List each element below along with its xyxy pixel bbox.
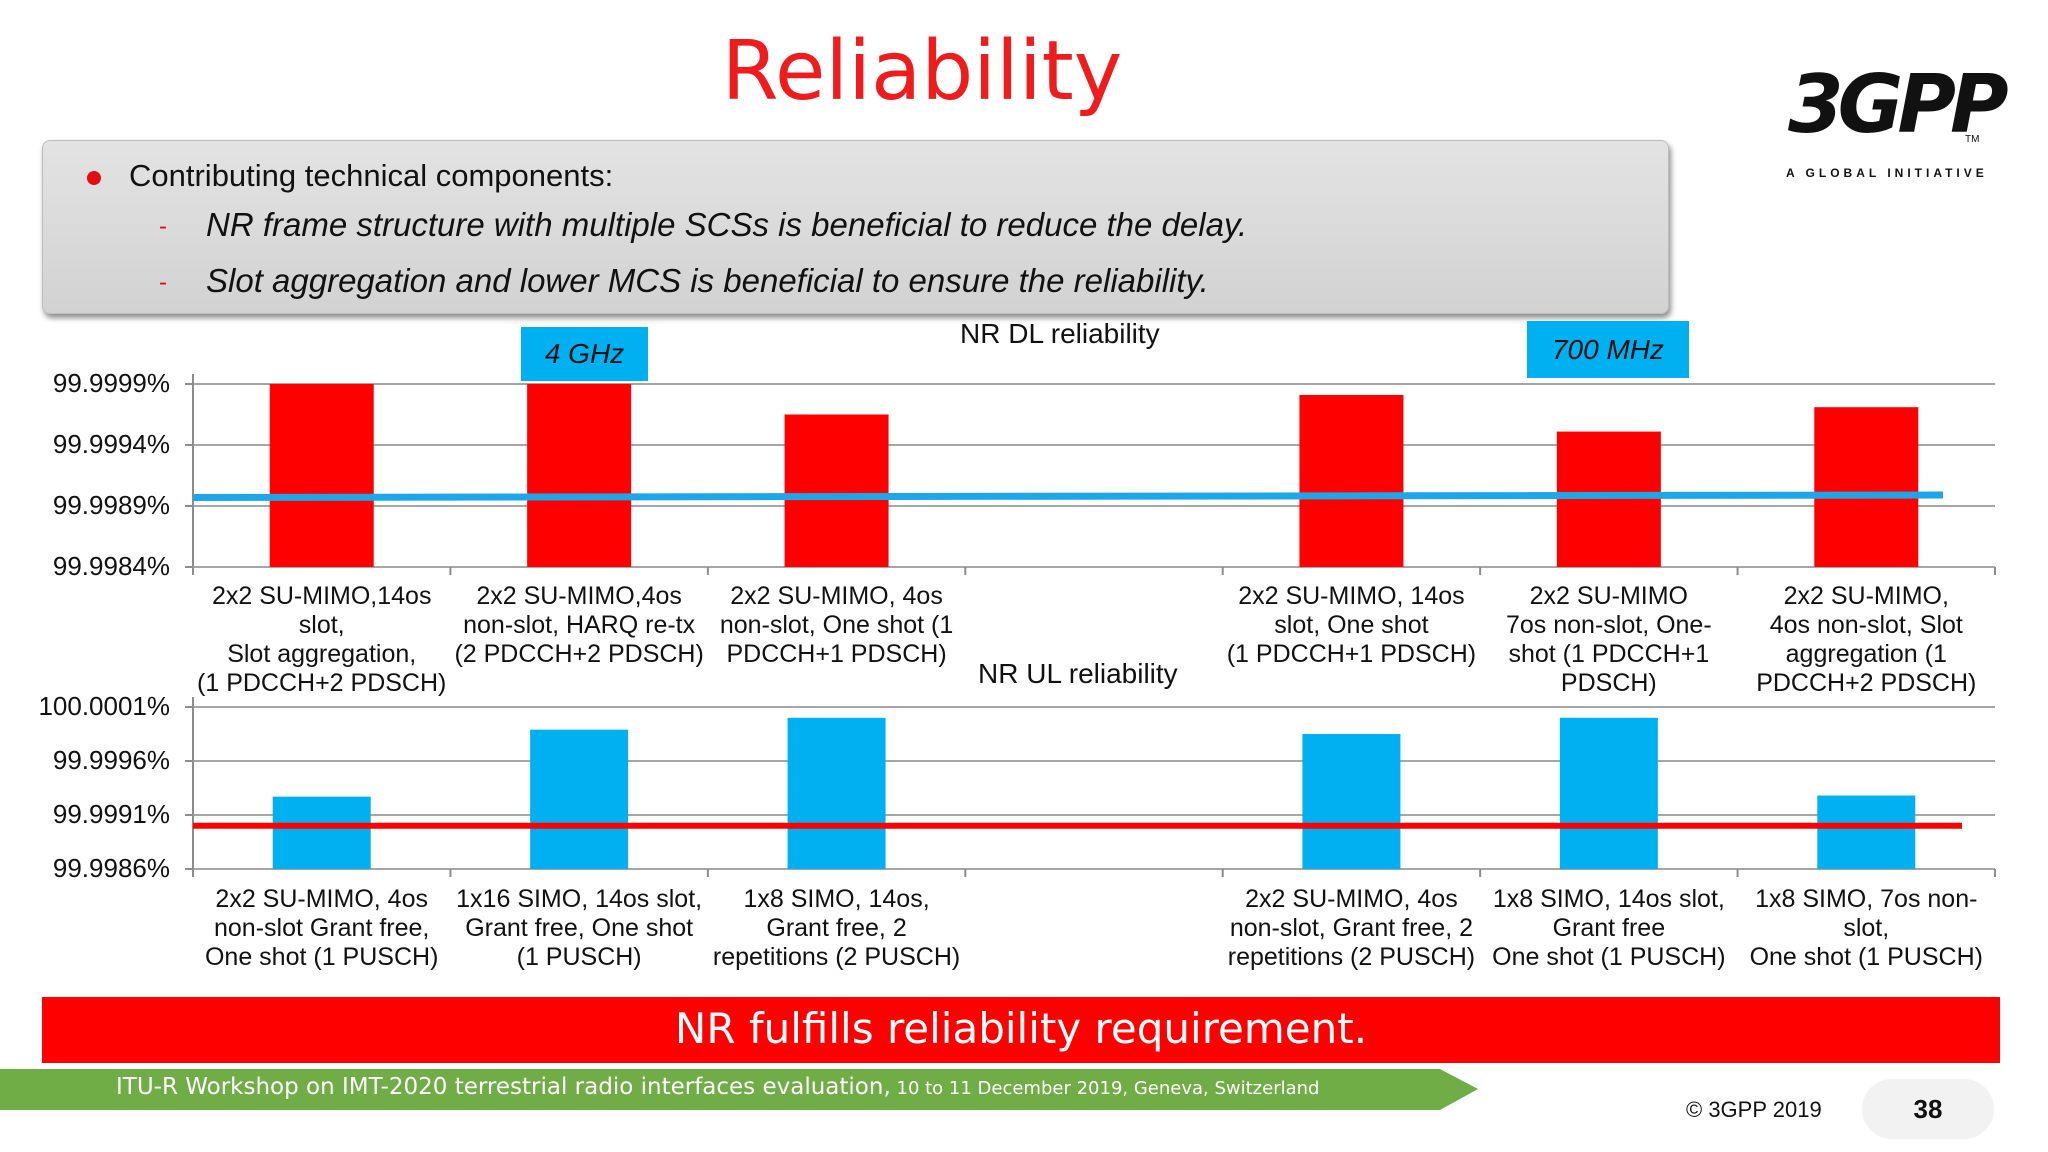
- ul-ytick-label: 100.0001%: [38, 691, 170, 721]
- ul-bar: [1302, 734, 1401, 869]
- ul-bar: [272, 796, 371, 869]
- dl-chart-title: NR DL reliability: [960, 318, 1160, 349]
- ul-ytick-label: 99.9991%: [52, 799, 170, 829]
- band-badge-700mhz: 700 MHz: [1527, 321, 1689, 378]
- dl-bar: [1814, 407, 1919, 567]
- dl-chart-plot: [185, 374, 1996, 575]
- ul-bar: [1817, 795, 1916, 869]
- band-badge-4ghz: 4 GHz: [521, 327, 648, 381]
- ul-bar: [530, 729, 629, 869]
- footer-event-dates: 10 to 11 December 2019, Geneva, Switzerl…: [890, 1078, 1320, 1099]
- logo-wordmark: 3GPP: [1788, 58, 2009, 151]
- dl-ytick-label: 99.9994%: [52, 429, 170, 459]
- ul-ytick-label: 99.9986%: [52, 853, 170, 883]
- dl-threshold-line: [192, 491, 1944, 501]
- ul-chart-title: NR UL reliability: [978, 658, 1178, 689]
- dl-category-label: 2x2 SU-MIMO,14os slot, Slot aggregation,…: [197, 582, 447, 697]
- dl-bar: [269, 384, 374, 567]
- ul-category-label: 1x16 SIMO, 14os slot, Grant free, One sh…: [456, 885, 703, 971]
- ul-category-label: 1x8 SIMO, 7os non- slot, One shot (1 PUS…: [1749, 885, 1983, 971]
- copyright: © 3GPP 2019: [1686, 1097, 1822, 1122]
- ul-bar: [1559, 717, 1658, 869]
- dash-icon: -: [159, 269, 167, 296]
- dl-category-label: 2x2 SU-MIMO 7os non-slot, One- shot (1 P…: [1506, 582, 1712, 697]
- logo-subtitle: A GLOBAL INITIATIVE: [1786, 166, 1988, 180]
- bullet-heading: Contributing technical components:: [129, 158, 614, 193]
- page-number: 38: [1862, 1079, 1994, 1139]
- dl-category-label: 2x2 SU-MIMO, 14os slot, One shot (1 PDCC…: [1226, 582, 1477, 668]
- dl-category-label: 2x2 SU-MIMO,4os non-slot, HARQ re-tx (2 …: [454, 582, 704, 668]
- footer-event-main: ITU-R Workshop on IMT-2020 terrestrial r…: [116, 1074, 891, 1100]
- bullet-box: Contributing technical components: - NR …: [42, 140, 1669, 314]
- ul-category-label: 2x2 SU-MIMO, 4os non-slot, Grant free, 2…: [1227, 885, 1476, 971]
- footer-event: ITU-R Workshop on IMT-2020 terrestrial r…: [116, 1074, 1319, 1100]
- 3gpp-logo: 3GPP TM A GLOBAL INITIATIVE: [1780, 58, 2009, 188]
- ul-category-label: 2x2 SU-MIMO, 4os non-slot Grant free, On…: [204, 885, 439, 971]
- ul-category-label: 1x8 SIMO, 14os slot, Grant free One shot…: [1492, 885, 1726, 971]
- dl-bar: [527, 384, 632, 567]
- ul-chart-plot: [185, 697, 1996, 877]
- dl-category-label: 2x2 SU-MIMO, 4os non-slot, Slot aggregat…: [1756, 582, 1977, 697]
- bullet-dot-icon: [87, 171, 101, 185]
- logo-trademark: TM: [1965, 134, 1980, 145]
- dl-bar: [784, 414, 889, 567]
- dl-ytick-label: 99.9984%: [52, 551, 170, 581]
- sub-bullet-1: NR frame structure with multiple SCSs is…: [206, 206, 1248, 243]
- sub-bullet-2: Slot aggregation and lower MCS is benefi…: [206, 262, 1209, 299]
- dl-bar: [1556, 431, 1661, 567]
- ul-ytick-label: 99.9996%: [52, 745, 170, 775]
- dl-ytick-label: 99.9989%: [52, 490, 170, 520]
- conclusion-banner: NR fulfills reliability requirement.: [42, 997, 2000, 1063]
- ul-category-label: 1x8 SIMO, 14os, Grant free, 2 repetition…: [712, 885, 961, 971]
- dash-icon: -: [159, 213, 167, 240]
- slide-title: Reliability: [721, 24, 1123, 119]
- dl-ytick-label: 99.9999%: [52, 368, 170, 398]
- footer-bar: [0, 1069, 1478, 1110]
- dl-bar: [1299, 394, 1404, 567]
- dl-category-label: 2x2 SU-MIMO, 4os non-slot, One shot (1 P…: [719, 582, 954, 668]
- ul-bar: [787, 717, 886, 869]
